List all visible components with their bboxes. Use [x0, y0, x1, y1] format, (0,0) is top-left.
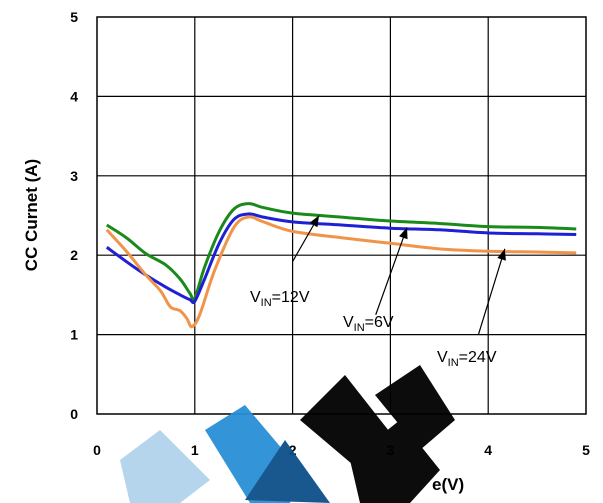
y-tick-label: 1: [70, 327, 78, 343]
annotation-arrowhead: [497, 248, 506, 261]
annotation-arrowhead: [399, 227, 408, 240]
x-tick-label: 2: [289, 442, 297, 458]
y-axis-label: CC Curnet (A): [22, 159, 41, 271]
y-tick-label: 0: [70, 406, 78, 422]
annotation-label: VIN=6V: [343, 314, 394, 334]
y-tick-labels: 0 1 2 3 4 5: [70, 9, 78, 422]
annotation-arrowhead: [309, 215, 320, 228]
annotation-arrow: [375, 227, 408, 315]
x-tick-label: 0: [93, 442, 101, 458]
annotations: VIN=12V VIN=6V VIN=24V: [250, 215, 506, 369]
y-tick-label: 2: [70, 247, 78, 263]
y-tick-label: 5: [70, 9, 78, 25]
y-tick-label: 3: [70, 168, 78, 184]
series-line-vin-12v: [105, 202, 577, 302]
x-tick-label: 1: [191, 442, 199, 458]
y-tick-label: 4: [70, 88, 78, 104]
plot-area: [96, 16, 587, 415]
annotation-label: VIN=12V: [250, 289, 310, 309]
series-line-vin-24v: [105, 215, 577, 329]
x-tick-label: 4: [484, 442, 492, 458]
grid-lines: [97, 17, 586, 414]
annotation-label: VIN=24V: [437, 349, 497, 369]
annotation-arrow: [477, 248, 506, 335]
series-lines: [105, 202, 577, 329]
x-tick-label: 5: [582, 442, 590, 458]
x-axis-label-partial: e(V): [432, 475, 464, 494]
series-line-vin-6v: [105, 212, 577, 305]
watermark-logo: [120, 365, 455, 503]
